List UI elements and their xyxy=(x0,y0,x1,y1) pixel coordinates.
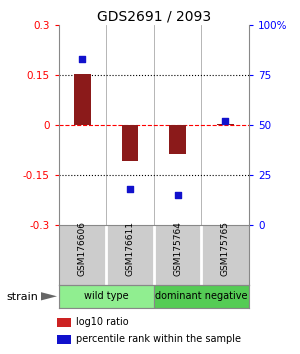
Bar xyxy=(122,125,138,161)
Text: GSM175765: GSM175765 xyxy=(221,221,230,276)
Text: GSM176606: GSM176606 xyxy=(78,221,87,276)
Bar xyxy=(154,285,249,308)
Point xyxy=(223,118,228,124)
Point xyxy=(80,56,85,62)
Text: GSM175764: GSM175764 xyxy=(173,221,182,276)
Text: percentile rank within the sample: percentile rank within the sample xyxy=(76,335,242,344)
Text: wild type: wild type xyxy=(84,291,128,302)
Bar xyxy=(74,74,91,125)
Point xyxy=(175,192,180,198)
Text: strain: strain xyxy=(6,292,38,302)
Text: dominant negative: dominant negative xyxy=(155,291,247,302)
Text: GSM176611: GSM176611 xyxy=(125,221,134,276)
Bar xyxy=(58,285,154,308)
Bar xyxy=(169,125,186,154)
Bar xyxy=(217,124,233,125)
Text: log10 ratio: log10 ratio xyxy=(76,318,129,327)
Point xyxy=(128,186,132,192)
Polygon shape xyxy=(40,292,57,301)
Title: GDS2691 / 2093: GDS2691 / 2093 xyxy=(97,10,211,24)
